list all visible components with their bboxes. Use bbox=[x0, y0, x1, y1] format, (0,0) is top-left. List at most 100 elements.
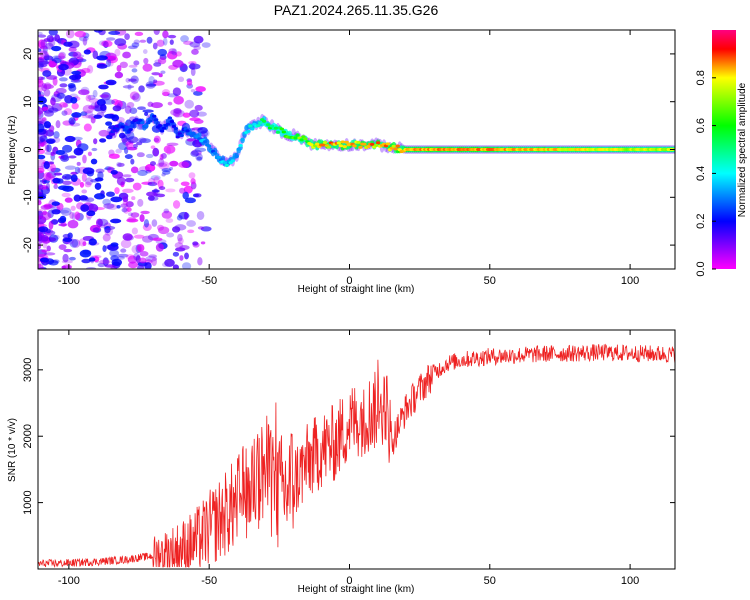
noise-cell bbox=[200, 241, 206, 245]
noise-cell bbox=[133, 39, 140, 45]
noise-cell bbox=[86, 217, 91, 221]
noise-cell bbox=[150, 102, 163, 109]
noise-cell bbox=[67, 232, 73, 239]
ridge-core bbox=[342, 145, 347, 149]
noise-cell bbox=[158, 157, 165, 167]
x-tick-label: 0 bbox=[346, 275, 352, 287]
noise-cell bbox=[200, 131, 209, 137]
noise-cell bbox=[127, 45, 138, 50]
noise-cell-strong bbox=[70, 97, 78, 104]
noise-cell-strong bbox=[110, 169, 118, 175]
noise-cell bbox=[38, 144, 41, 153]
noise-cell bbox=[97, 218, 109, 227]
noise-cell bbox=[103, 203, 115, 209]
noise-cell-strong bbox=[38, 96, 47, 105]
noise-cell bbox=[156, 162, 168, 168]
noise-cell bbox=[69, 211, 75, 219]
noise-cell bbox=[169, 160, 179, 167]
noise-cell bbox=[128, 64, 138, 68]
ridge-core bbox=[165, 122, 171, 126]
noise-cell bbox=[38, 234, 43, 242]
ridge-core bbox=[222, 161, 228, 165]
noise-cell bbox=[79, 181, 85, 188]
noise-cell bbox=[40, 142, 45, 147]
noise-cell bbox=[157, 57, 167, 65]
noise-cell bbox=[139, 251, 149, 257]
noise-cell bbox=[76, 58, 87, 63]
colorbar-label: Normalized spectral amplitude bbox=[737, 82, 748, 217]
noise-cell bbox=[162, 91, 170, 97]
noise-cell bbox=[133, 143, 138, 149]
noise-cell bbox=[179, 245, 190, 250]
noise-cell bbox=[172, 87, 182, 97]
noise-cell bbox=[68, 84, 77, 92]
noise-cell bbox=[110, 264, 117, 269]
noise-cell-strong bbox=[118, 132, 126, 139]
noise-cell bbox=[194, 104, 203, 111]
noise-cell bbox=[58, 77, 68, 82]
ridge-core bbox=[269, 124, 275, 128]
noise-cell bbox=[83, 123, 92, 132]
noise-cell bbox=[38, 242, 42, 250]
noise-cell bbox=[119, 61, 128, 69]
noise-cell bbox=[45, 182, 51, 191]
noise-cell bbox=[129, 91, 140, 101]
noise-cell bbox=[41, 83, 48, 92]
ridge-core bbox=[110, 132, 116, 136]
ridge-core bbox=[112, 128, 118, 132]
noise-cell-strong bbox=[78, 195, 88, 201]
ridge-core bbox=[309, 143, 314, 147]
ridge-core bbox=[128, 128, 133, 132]
noise-cell bbox=[131, 42, 140, 48]
noise-cell bbox=[150, 175, 161, 181]
noise-cell bbox=[99, 94, 110, 98]
noise-cell bbox=[139, 257, 147, 264]
noise-cell bbox=[194, 193, 202, 198]
noise-cell bbox=[85, 177, 94, 186]
ridge-core bbox=[167, 116, 173, 120]
noise-cell bbox=[161, 152, 167, 159]
noise-cell bbox=[131, 196, 136, 201]
noise-cell bbox=[172, 59, 184, 68]
ridge-core bbox=[322, 140, 328, 144]
noise-cell bbox=[150, 145, 156, 150]
noise-cell bbox=[171, 48, 178, 56]
noise-cell bbox=[193, 35, 204, 44]
noise-cell bbox=[178, 161, 190, 168]
ridge-core bbox=[375, 141, 381, 145]
ridge-mid bbox=[220, 155, 226, 162]
noise-cell bbox=[53, 184, 58, 190]
noise-cell bbox=[38, 76, 44, 81]
noise-cell-strong bbox=[57, 185, 70, 191]
noise-cell bbox=[106, 191, 115, 197]
noise-cell bbox=[145, 169, 152, 174]
noise-cell bbox=[108, 30, 121, 36]
noise-cell bbox=[151, 219, 158, 227]
noise-cell bbox=[38, 50, 50, 60]
noise-cell bbox=[169, 39, 174, 45]
y-tick-label: 20 bbox=[22, 48, 34, 60]
noise-cell bbox=[188, 172, 196, 179]
noise-cell bbox=[161, 168, 172, 172]
noise-cell bbox=[153, 176, 160, 186]
noise-cell bbox=[152, 42, 158, 50]
noise-cell bbox=[50, 97, 56, 106]
noise-cell bbox=[128, 78, 137, 82]
noise-cell bbox=[147, 101, 154, 108]
noise-cell bbox=[53, 131, 60, 139]
noise-cell bbox=[55, 120, 61, 129]
noise-cell bbox=[131, 244, 141, 254]
spectrogram-x-label: Height of straight line (km) bbox=[298, 284, 415, 295]
noise-cell bbox=[43, 252, 56, 256]
noise-cell bbox=[142, 109, 154, 113]
colorbar-tick-label: 0.4 bbox=[695, 166, 707, 181]
ridge-core bbox=[362, 142, 367, 146]
noise-cell bbox=[67, 219, 79, 229]
noise-cell bbox=[58, 223, 68, 227]
noise-cell bbox=[116, 103, 122, 111]
noise-cell bbox=[163, 208, 170, 214]
noise-cell bbox=[167, 34, 177, 39]
noise-cell bbox=[137, 198, 144, 207]
noise-cell bbox=[177, 76, 185, 83]
